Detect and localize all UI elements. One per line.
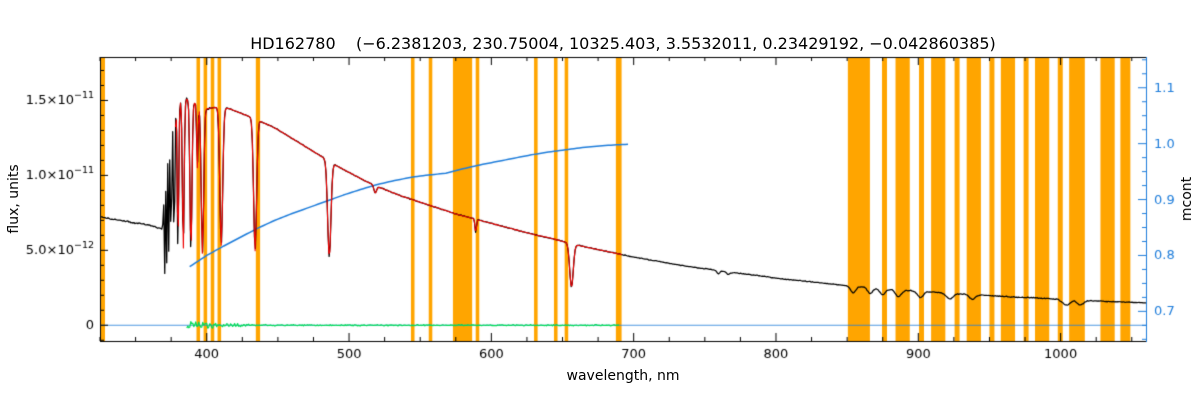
x-axis-label: wavelength, nm [566,368,680,384]
plot-title: HD162780 (−6.2381203, 230.75004, 10325.4… [250,34,996,53]
y-right-axis-label: mcont [1179,176,1195,222]
y-left-axis-label: flux, units [6,164,22,234]
